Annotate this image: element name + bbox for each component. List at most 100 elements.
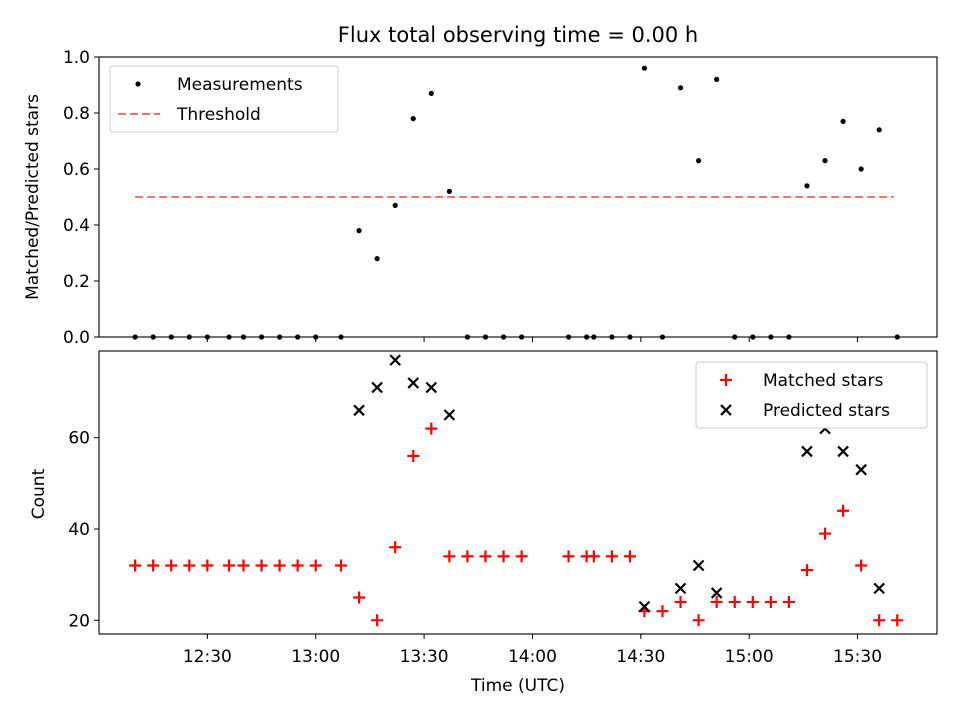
measurement-point xyxy=(609,334,615,340)
matched-star-point xyxy=(800,564,813,577)
matched-star-point xyxy=(746,596,759,609)
measurement-point xyxy=(277,334,283,340)
measurement-point xyxy=(446,188,452,194)
measurement-point xyxy=(714,76,720,82)
top-y-axis-label: Matched/Predicted stars xyxy=(23,94,43,300)
matched-star-point xyxy=(562,550,575,563)
matched-star-point xyxy=(674,596,687,609)
measurements-legend-marker xyxy=(135,81,141,87)
x-tick-label: 14:00 xyxy=(508,647,557,667)
bottom-y-axis-label: Count xyxy=(29,468,49,519)
matched-star-point xyxy=(479,550,492,563)
predicted-star-point xyxy=(443,409,456,421)
bottom-y-tick-label: 20 xyxy=(68,611,90,631)
measurement-point xyxy=(858,166,864,172)
measurement-point xyxy=(150,334,156,340)
matched-star-point xyxy=(605,550,618,563)
measurement-point xyxy=(786,334,792,340)
measurement-point xyxy=(258,334,265,340)
matched-star-point xyxy=(587,550,600,563)
top-y-tick-label: 0.6 xyxy=(63,160,90,180)
matched-star-point xyxy=(223,559,236,572)
x-tick-label: 13:00 xyxy=(291,647,340,667)
x-tick-label: 15:30 xyxy=(833,647,882,667)
matched-star-point xyxy=(255,559,268,572)
matched-star-point xyxy=(353,591,366,604)
predicted-star-point xyxy=(710,587,723,599)
predicted-star-point xyxy=(407,377,420,389)
measurement-point xyxy=(168,334,174,340)
chart-title: Flux total observing time = 0.00 h xyxy=(338,23,698,47)
bottom-y-tick-label: 40 xyxy=(68,520,90,540)
predicted-star-point xyxy=(873,582,885,595)
measurement-point xyxy=(750,334,756,340)
matched-star-point xyxy=(371,614,384,627)
measurement-point xyxy=(295,334,301,340)
matched-star-point xyxy=(855,559,868,572)
predicted-legend-marker xyxy=(720,404,732,416)
matched-star-point xyxy=(461,550,474,563)
matched-star-point xyxy=(425,422,438,435)
bottom-y-tick-label: 60 xyxy=(68,429,90,449)
matched-star-point xyxy=(692,614,705,627)
top-panel: 0.0 0.2 0.4 0.6 0.8 1.0 xyxy=(63,48,938,348)
measurement-point xyxy=(500,334,507,340)
bottom-legend-box xyxy=(695,361,928,429)
predicted-star-point xyxy=(801,445,813,458)
top-y-tick-label: 0.4 xyxy=(63,216,90,236)
measurement-point xyxy=(428,90,434,96)
bottom-legend: Matched stars Predicted stars xyxy=(695,361,928,429)
matched-star-point xyxy=(710,596,723,609)
predicted-star-point xyxy=(692,559,705,572)
top-legend: Measurements Threshold xyxy=(109,65,339,133)
measurement-point xyxy=(591,334,597,340)
matched-star-point xyxy=(237,559,250,572)
measurement-point xyxy=(696,158,702,164)
measurement-point xyxy=(876,127,882,133)
matched-star-point xyxy=(273,559,286,572)
measurement-point xyxy=(732,334,738,340)
measurement-point xyxy=(822,158,828,164)
predicted-star-point xyxy=(389,354,401,366)
measurement-point xyxy=(565,334,572,340)
x-tick-label: 15:00 xyxy=(725,647,774,667)
matched-star-point xyxy=(764,596,777,609)
measurement-point xyxy=(392,202,398,208)
matched-legend-label: Matched stars xyxy=(763,371,883,391)
matched-star-point xyxy=(837,504,850,517)
matched-star-point xyxy=(443,550,456,563)
measurement-point xyxy=(464,334,471,340)
matched-star-point xyxy=(782,596,795,609)
matched-star-point xyxy=(891,614,904,627)
x-tick-label: 13:30 xyxy=(400,647,449,667)
predicted-star-point xyxy=(371,381,383,394)
measurement-point xyxy=(186,334,192,340)
matched-star-point xyxy=(147,559,160,572)
matched-star-point xyxy=(201,559,214,572)
measurement-point xyxy=(627,334,633,340)
x-tick-label: 14:30 xyxy=(616,647,665,667)
matched-star-point xyxy=(497,550,510,563)
matched-star-point xyxy=(407,449,420,462)
bottom-plot-frame xyxy=(98,350,938,635)
top-y-tick-label: 0.8 xyxy=(63,104,90,124)
matched-star-point xyxy=(515,550,528,563)
measurement-point xyxy=(641,65,648,71)
matched-star-point xyxy=(873,614,886,627)
measurement-point xyxy=(894,334,900,340)
matched-star-point xyxy=(129,559,142,572)
top-y-tick-label: 1.0 xyxy=(63,48,90,68)
predicted-star-point xyxy=(353,404,365,417)
matched-star-point xyxy=(389,541,402,554)
measurement-point xyxy=(519,334,525,340)
measurement-point xyxy=(584,334,590,340)
matched-star-point xyxy=(656,605,669,618)
top-legend-box xyxy=(109,65,339,133)
matched-star-point xyxy=(728,596,741,609)
matched-star-point xyxy=(335,559,348,572)
measurement-point xyxy=(840,118,846,124)
measurement-point xyxy=(768,334,774,340)
bottom-panel: 20 40 60 12:30 13:00 13:30 14:00 14:30 15:00 15:3… xyxy=(68,350,938,667)
measurement-point xyxy=(482,334,489,340)
top-y-tick-label: 0.0 xyxy=(63,328,90,348)
